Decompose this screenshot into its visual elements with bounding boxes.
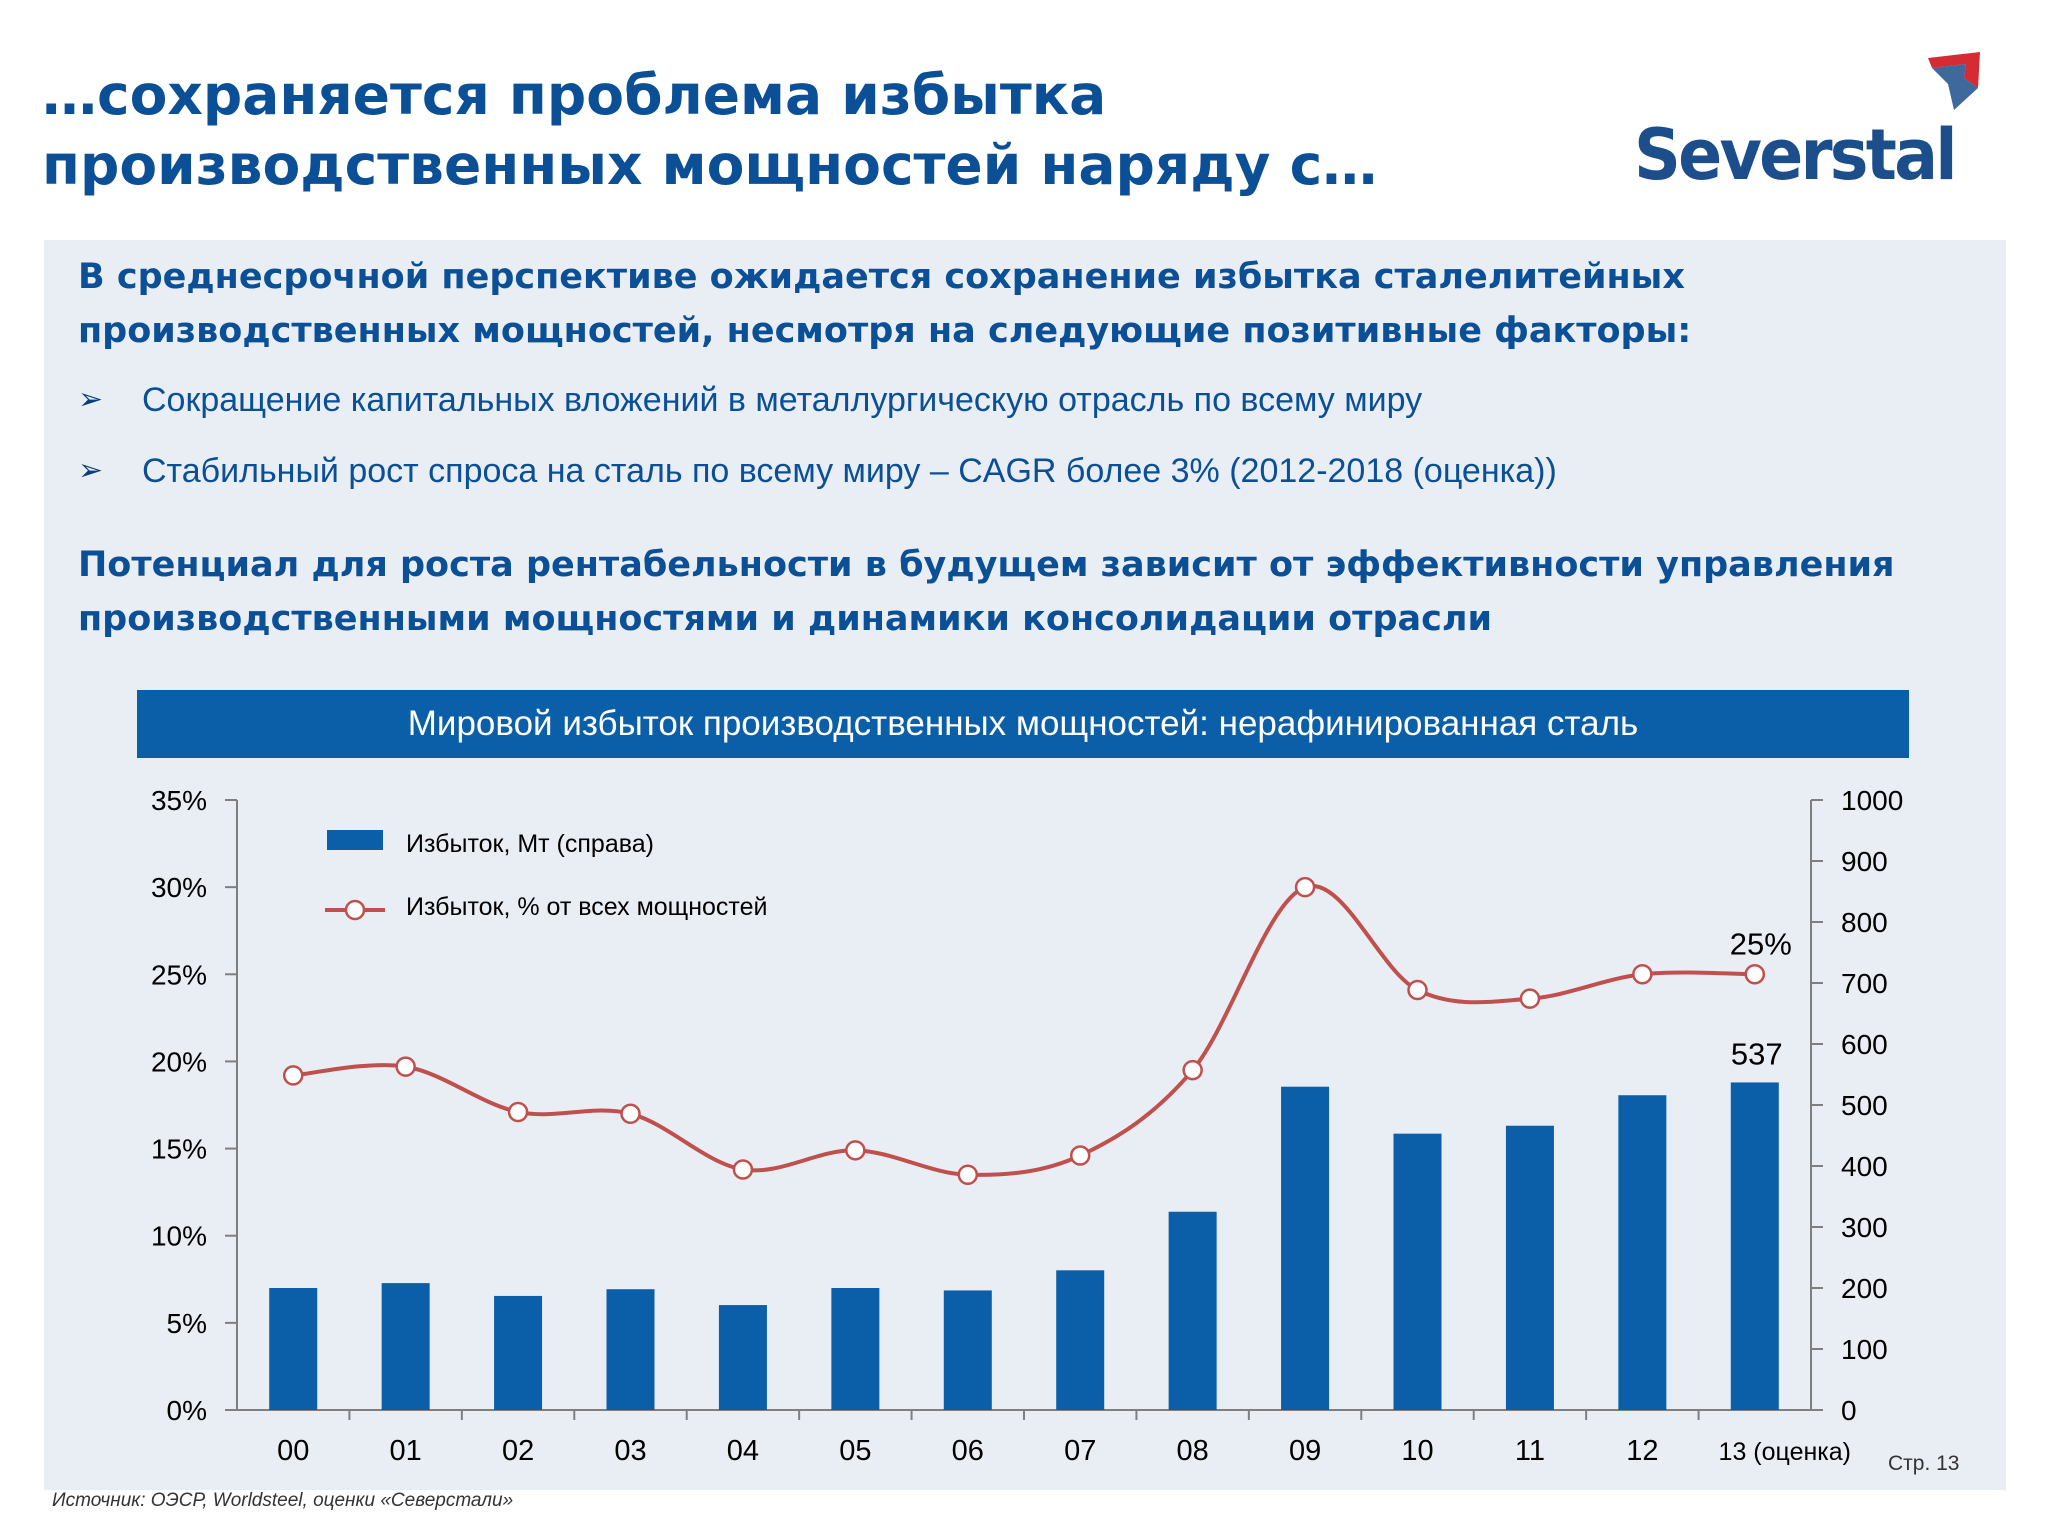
content-panel	[44, 240, 2006, 1490]
conclusion-heading: Потенциал для роста рентабельности в буд…	[78, 538, 1958, 646]
page-number: Стр. 13	[1888, 1452, 1960, 1475]
conclusion-line1: Потенциал для роста рентабельности в буд…	[78, 545, 1895, 585]
percent-line	[293, 883, 1755, 1177]
left-axis-tick-label: 0%	[167, 1395, 207, 1426]
percent-point	[1744, 964, 1766, 985]
percent-point	[507, 1101, 529, 1123]
bar-value-label: 537	[1731, 1036, 1783, 1071]
right-axis-tick-label: 1000	[1841, 785, 1903, 816]
bar	[1281, 1086, 1330, 1410]
right-axis-tick-label: 200	[1841, 1273, 1888, 1304]
legend-line-marker	[344, 899, 366, 921]
bar	[1056, 1270, 1105, 1410]
x-axis-tick-label: 12	[1626, 1435, 1658, 1467]
percent-point	[1294, 876, 1316, 898]
left-axis-tick-label: 15%	[151, 1134, 207, 1165]
x-axis-tick-label: 04	[727, 1435, 759, 1467]
bar	[1618, 1095, 1667, 1410]
intro-heading: В среднесрочной перспективе ожидается со…	[78, 250, 1958, 358]
bullet-text: Сокращение капитальных вложений в металл…	[142, 381, 1423, 419]
right-axis-tick-label: 600	[1841, 1029, 1888, 1060]
left-axis-tick-label: 25%	[151, 959, 207, 990]
x-axis-tick-label: 09	[1289, 1435, 1321, 1467]
right-axis-tick-label: 100	[1841, 1334, 1888, 1365]
bar	[718, 1305, 767, 1410]
source-note: Источник: ОЭСР, Worldsteel, оценки «Севе…	[52, 1490, 514, 1511]
right-axis-tick-label: 0	[1841, 1395, 1857, 1426]
x-axis-tick-label: 07	[1064, 1435, 1096, 1467]
x-axis-tick-label: 00	[277, 1435, 309, 1467]
page-title-line1: …сохраняется проблема избытка	[42, 63, 1107, 127]
right-axis-tick-label: 400	[1841, 1151, 1888, 1182]
chart-title-bar: Мировой избыток производственных мощност…	[137, 690, 1909, 758]
percent-point	[1182, 1059, 1203, 1081]
percent-point	[732, 1159, 754, 1180]
x-axis-tick-label: 06	[952, 1435, 984, 1467]
bar	[1393, 1133, 1442, 1410]
left-axis-tick-label: 5%	[167, 1308, 207, 1339]
right-axis-tick-label: 500	[1841, 1090, 1888, 1121]
severstal-logo-icon	[1928, 52, 1980, 110]
legend-bar-label: Избыток, Мт (справа)	[406, 830, 654, 858]
percent-point	[620, 1103, 641, 1124]
bar	[831, 1288, 880, 1410]
percent-point	[282, 1065, 304, 1086]
x-axis-tick-label: 11	[1515, 1435, 1545, 1467]
overcapacity-chart: 0%5%10%15%20%25%30%35%010020030040050060…	[151, 785, 1903, 1467]
severstal-logo: Severstal	[1630, 48, 2010, 198]
bar	[606, 1289, 655, 1410]
percent-point	[845, 1140, 866, 1161]
line-value-label: 25%	[1730, 926, 1792, 961]
x-axis-tick-label: 05	[839, 1435, 871, 1467]
percent-point	[1069, 1145, 1091, 1166]
left-axis-tick-label: 35%	[151, 785, 207, 816]
percent-point	[1407, 979, 1428, 1001]
left-axis-tick-label: 20%	[151, 1046, 207, 1077]
page-title: …сохраняется проблема избытка производст…	[42, 60, 1542, 200]
logo-text: Severstal	[1634, 114, 1958, 196]
bar	[1168, 1211, 1217, 1410]
percent-point	[1519, 988, 1541, 1009]
bar	[494, 1295, 543, 1410]
intro-heading-line2: производственных мощностей, несмотря на …	[78, 311, 1692, 351]
bar	[269, 1288, 318, 1410]
percent-point	[395, 1056, 416, 1077]
intro-heading-line1: В среднесрочной перспективе ожидается со…	[78, 257, 1685, 297]
left-axis-tick-label: 10%	[151, 1221, 207, 1252]
conclusion-line2: производственными мощностями и динамики …	[78, 599, 1493, 639]
bar	[381, 1283, 430, 1410]
arrowhead-bullet-icon: ➢	[78, 454, 104, 487]
right-axis-tick-label: 900	[1841, 846, 1888, 877]
x-axis-tick-label: 02	[502, 1435, 534, 1467]
right-axis-tick-label: 800	[1841, 907, 1888, 938]
x-axis-tick-label: 08	[1177, 1435, 1209, 1467]
arrowhead-bullet-icon: ➢	[78, 383, 104, 416]
x-axis-tick-label: 10	[1401, 1435, 1433, 1467]
x-axis-tick-label: 13 (оценка)	[1719, 1438, 1851, 1466]
bullet-text: Стабильный рост спроса на сталь по всему…	[142, 452, 1557, 490]
percent-point	[1632, 964, 1653, 985]
left-axis-tick-label: 30%	[151, 872, 207, 903]
percent-point	[957, 1164, 979, 1185]
right-axis-tick-label: 700	[1841, 968, 1888, 999]
x-axis-tick-label: 03	[614, 1435, 646, 1467]
right-axis-tick-label: 300	[1841, 1212, 1888, 1243]
page-title-line2: производственных мощностей наряду с…	[42, 133, 1378, 197]
legend-line-label: Избыток, % от всех мощностей	[406, 893, 767, 921]
x-axis-tick-label: 01	[390, 1435, 422, 1467]
legend-bar-swatch	[327, 830, 383, 850]
bar	[943, 1290, 992, 1410]
bar	[1505, 1125, 1554, 1410]
bar	[1730, 1082, 1779, 1410]
